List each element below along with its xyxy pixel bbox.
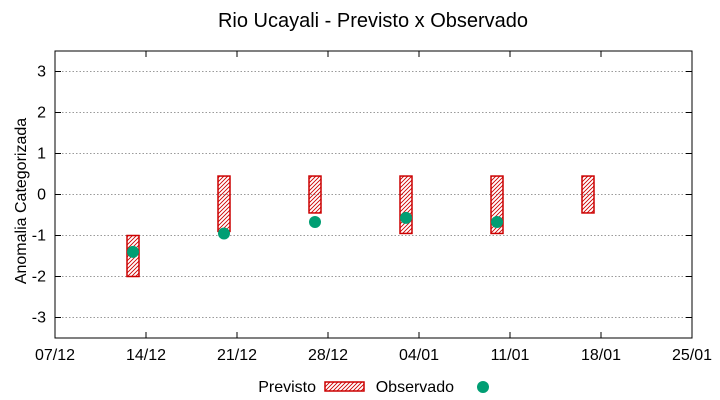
previsto-bar [217,175,231,233]
grid-layer [55,71,692,318]
y-tick-label: 1 [37,146,46,163]
x-tick-label: 28/12 [308,347,348,364]
previsto-bar [399,175,413,235]
x-tick-label: 18/01 [581,347,621,364]
legend-marker-observado [477,381,489,393]
observado-point [127,245,139,258]
y-tick-label: 0 [37,187,46,204]
plot-frame [54,50,693,339]
observado-point [400,211,412,224]
y-tick-label: -3 [32,310,46,327]
x-tick-label: 14/12 [126,347,166,364]
x-tick-label: 11/01 [491,347,530,364]
chart-title: Rio Ucayali - Previsto x Observado [218,10,528,32]
y-tick-label: 2 [37,105,46,122]
observado-points [127,211,503,258]
previsto-bar [308,175,322,214]
x-tick-label: 25/01 [672,347,712,364]
x-tick-label: 21/12 [217,347,257,364]
observado-point [309,215,321,228]
y-tick-label: 3 [37,64,46,81]
previsto-bar [581,175,595,214]
previsto-bars [126,175,595,278]
y-tick-label: -2 [32,269,46,286]
tick-layer: 3 2 1 0 -1 -2 -3 07/12 14/12 21/12 28/12 04/01 11/01… [32,51,712,364]
legend-label-observado: Observado [376,379,454,396]
y-axis-label: Anomalia Categorizada [13,118,30,284]
legend-label-previsto: Previsto [258,379,316,396]
x-tick-label: 04/01 [399,347,439,364]
observado-point [491,215,503,228]
observado-point [218,227,230,240]
y-tick-label: -1 [32,228,46,245]
legend-swatch-previsto [324,381,365,392]
legend: Previsto Observado [258,379,489,396]
x-tick-label: 07/12 [35,347,75,364]
